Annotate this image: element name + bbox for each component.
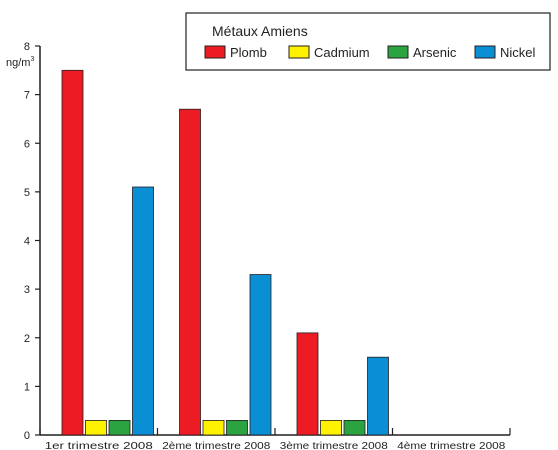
legend: Métaux Amiens Plomb Cadmium Arsenic Nickel [185,12,551,71]
legend-label-arsenic: Arsenic [413,45,457,60]
x-tick-label: 1er trimestre 2008 [45,441,154,450]
y-axis: 0 1 2 3 4 5 6 7 8 [24,41,41,442]
y-tick-label: 1 [24,381,30,393]
bar-arsenic-3 [343,420,366,436]
y-tick-label: 2 [24,333,30,345]
bar-arsenic-1 [108,420,131,436]
y-tick-label: 4 [24,236,30,248]
bar-plomb-2 [179,108,201,436]
legend-swatch-nickel [474,45,496,59]
x-tick-label: 3ème trimestre 2008 [280,441,389,450]
y-tick-label: 8 [24,41,30,53]
y-axis-label: ng/m3 [6,56,34,69]
bar-plomb-3 [296,332,319,436]
legend-swatch-cadmium [288,45,310,59]
bar-arsenic-2 [226,420,248,436]
bar-nickel-3 [367,356,389,436]
bar-nickel-1 [132,186,154,436]
x-tick-label: 2ème trimestre 2008 [162,441,271,450]
y-tick-label: 5 [24,187,30,199]
bars [61,69,389,436]
bar-nickel-2 [249,274,272,436]
bar-plomb-1 [61,69,84,436]
bar-cadmium-1 [85,420,107,436]
chart-title: Métaux Amiens [212,23,308,39]
legend-label-cadmium: Cadmium [314,45,370,60]
legend-box [185,12,551,71]
x-tick-label: 4ème trimestre 2008 [397,441,506,450]
y-tick-label: 6 [24,138,30,150]
legend-label-nickel: Nickel [500,45,536,60]
y-tick-label: 0 [24,430,30,442]
bar-cadmium-3 [320,420,342,436]
bar-cadmium-2 [202,420,225,436]
legend-swatch-plomb [204,45,226,59]
y-tick-label: 3 [24,284,30,296]
y-tick-label: 7 [24,90,30,102]
legend-label-plomb: Plomb [230,45,267,60]
legend-swatch-arsenic [387,45,409,59]
